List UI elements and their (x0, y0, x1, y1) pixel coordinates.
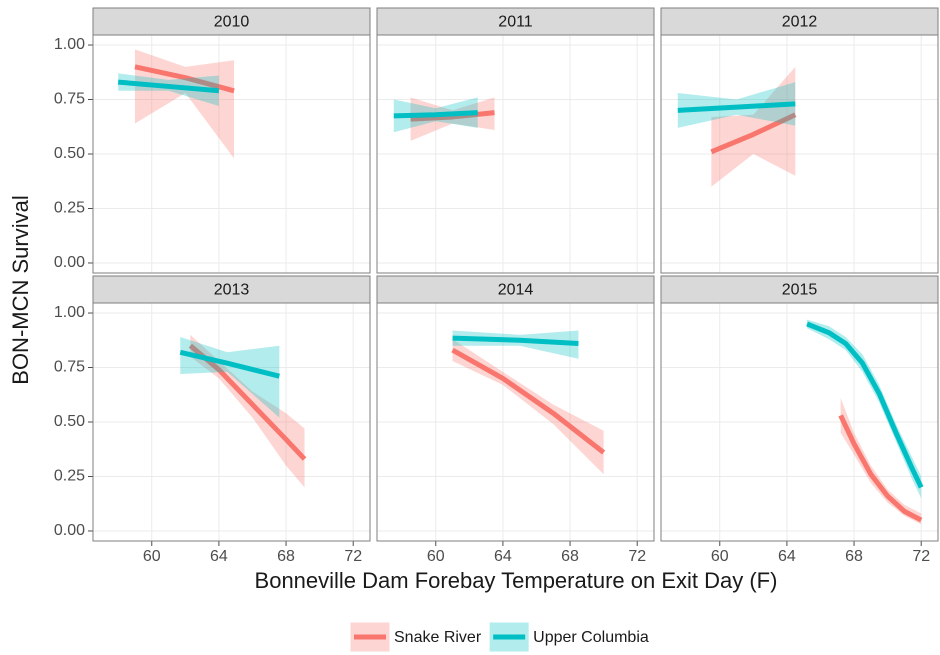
x-tick-label: 72 (628, 548, 646, 565)
trend-line (677, 101, 796, 113)
trend-line (838, 414, 923, 523)
y-tick-label: 0.75 (54, 359, 85, 376)
strip-label: 2012 (782, 14, 818, 31)
trend-line (393, 110, 478, 119)
confidence-band (711, 66, 796, 187)
trend-line (806, 321, 924, 489)
y-tick-label: 0.00 (54, 254, 85, 271)
confidence-band (134, 49, 235, 159)
y-tick-label: 1.00 (54, 304, 85, 321)
strip-label: 2013 (214, 282, 250, 299)
panel-border (376, 302, 655, 542)
strip (92, 7, 371, 36)
y-tick-label: 1.00 (54, 36, 85, 53)
legend-label: Snake River (394, 629, 482, 646)
x-tick-label: 64 (210, 548, 228, 565)
legend-label: Upper Columbia (533, 629, 649, 646)
y-tick-label: 0.50 (54, 413, 85, 430)
y-tick-label: 0.00 (54, 522, 85, 539)
trend-line (451, 347, 606, 455)
y-tick-label: 0.50 (54, 145, 85, 162)
strip (376, 7, 655, 36)
strip (92, 275, 371, 304)
confidence-band (840, 398, 922, 525)
x-tick-label: 68 (277, 548, 295, 565)
strip-label: 2015 (782, 282, 818, 299)
trend-line (188, 343, 307, 461)
y-tick-label: 0.75 (54, 91, 85, 108)
x-tick-label: 60 (143, 548, 161, 565)
panel-border (376, 34, 655, 274)
strip (660, 7, 939, 36)
strip-label: 2011 (498, 14, 533, 31)
x-tick-label: 72 (344, 548, 362, 565)
x-tick-label: 64 (778, 548, 796, 565)
trend-line (710, 112, 797, 155)
y-tick-label: 0.25 (54, 468, 85, 485)
y-tick-label: 0.25 (54, 200, 85, 217)
panel-border (660, 302, 939, 542)
panel-border (92, 302, 371, 542)
strip (376, 275, 655, 304)
x-tick-label: 64 (494, 548, 512, 565)
x-tick-label: 72 (912, 548, 930, 565)
x-tick-label: 60 (711, 548, 729, 565)
trend-line (179, 349, 280, 379)
trend-line (452, 335, 579, 347)
y-axis-title: BON-MCN Survival (8, 195, 33, 384)
trend-line (134, 64, 235, 94)
strip-label: 2014 (498, 282, 534, 299)
strip (660, 275, 939, 304)
trend-line (117, 79, 220, 94)
x-tick-label: 68 (845, 548, 863, 565)
panel-border (92, 34, 371, 274)
confidence-band (118, 73, 219, 107)
x-tick-label: 68 (561, 548, 579, 565)
panel-border (660, 34, 939, 274)
trend-line (410, 110, 495, 122)
strip-label: 2010 (214, 14, 250, 31)
x-tick-label: 60 (427, 548, 445, 565)
x-axis-title: Bonneville Dam Forebay Temperature on Ex… (255, 568, 778, 593)
